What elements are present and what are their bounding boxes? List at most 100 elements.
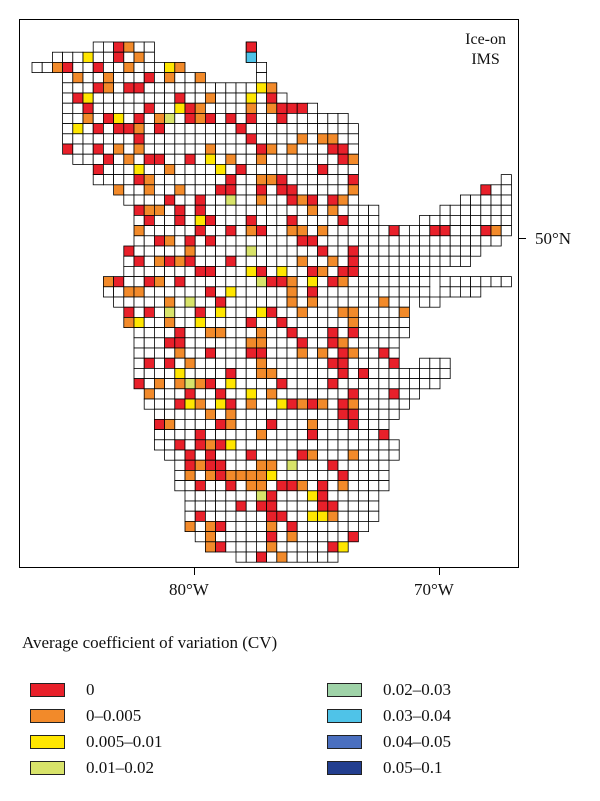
grid-cell [500,184,512,196]
grid-cell [368,480,380,492]
grid-cell [337,296,349,308]
grid-cell [337,143,349,155]
grid-cell [174,276,186,288]
grid-cell [194,235,206,247]
grid-cell [266,265,278,277]
grid-cell [388,265,400,277]
grid-cell [92,41,104,53]
grid-cell [194,398,206,410]
grid-cell [337,327,349,339]
grid-cell [143,327,155,339]
grid-cell [368,500,380,512]
grid-cell [153,235,165,247]
grid-cell [245,500,257,512]
grid-cell [317,500,329,512]
grid-cell [378,306,390,318]
grid-cell [378,459,390,471]
grid-cell [306,194,318,206]
grid-cell [327,306,339,318]
grid-cell [194,255,206,267]
grid-cell [204,194,216,206]
grid-cell [306,469,318,481]
grid-cell [92,153,104,165]
grid-cell [184,398,196,410]
grid-cell [133,245,145,257]
grid-cell [276,531,288,543]
grid-cell [143,255,155,267]
grid-cell [439,204,451,216]
grid-cell [103,276,115,288]
grid-cell [327,367,339,379]
grid-cell [204,225,216,237]
grid-cell [62,133,74,145]
grid-cell [368,357,380,369]
grid-cell [113,92,125,104]
grid-cell [103,153,115,165]
grid-cell [153,367,165,379]
grid-cell [419,367,431,379]
grid-cell [215,163,227,175]
grid-cell [92,92,104,104]
grid-cell [286,245,298,257]
grid-cell [357,418,369,430]
grid-cell [357,327,369,339]
grid-cell [143,347,155,359]
grid-cell [194,500,206,512]
grid-cell [378,418,390,430]
grid-cell [204,153,216,165]
grid-cell [337,418,349,430]
grid-cell [317,143,329,155]
grid-cell [133,204,145,216]
legend-swatch-5 [327,709,362,723]
grid-cell [429,357,441,369]
grid-cell [357,378,369,390]
grid-cell [164,337,176,349]
grid-cell [215,296,227,308]
grid-cell [286,153,298,165]
grid-cell [470,276,482,288]
grid-cell [133,82,145,94]
grid-cell [245,265,257,277]
grid-cell [286,480,298,492]
grid-cell [347,388,359,400]
grid-cell [194,378,206,390]
grid-cell [184,184,196,196]
grid-cell [225,469,237,481]
grid-cell [245,113,257,125]
grid-cell [184,357,196,369]
grid-cell [225,490,237,502]
grid-cell [204,163,216,175]
grid-cell [266,367,278,379]
grid-cell [398,388,410,400]
grid-cell [255,306,267,318]
grid-cell [286,306,298,318]
grid-cell [337,500,349,512]
grid-cell [286,184,298,196]
grid-cell [245,255,257,267]
grid-cell [235,378,247,390]
grid-cell [204,265,216,277]
grid-cell [306,398,318,410]
grid-cell [337,214,349,226]
grid-cell [296,113,308,125]
grid-cell [255,276,267,288]
grid-cell [286,367,298,379]
grid-cell [327,408,339,420]
grid-cell [327,204,339,216]
grid-cell [204,306,216,318]
grid-cell [113,184,125,196]
grid-cell [174,306,186,318]
grid-cell [164,306,176,318]
grid-cell [357,204,369,216]
legend-label-0: 0 [86,680,95,699]
grid-cell [164,347,176,359]
grid-cell [123,306,135,318]
grid-cell [194,276,206,288]
grid-cell [194,194,206,206]
grid-cell [266,92,278,104]
grid-cell [378,245,390,257]
grid-cell [480,225,492,237]
grid-cell [429,265,441,277]
grid-cell [215,388,227,400]
grid-cell [215,235,227,247]
